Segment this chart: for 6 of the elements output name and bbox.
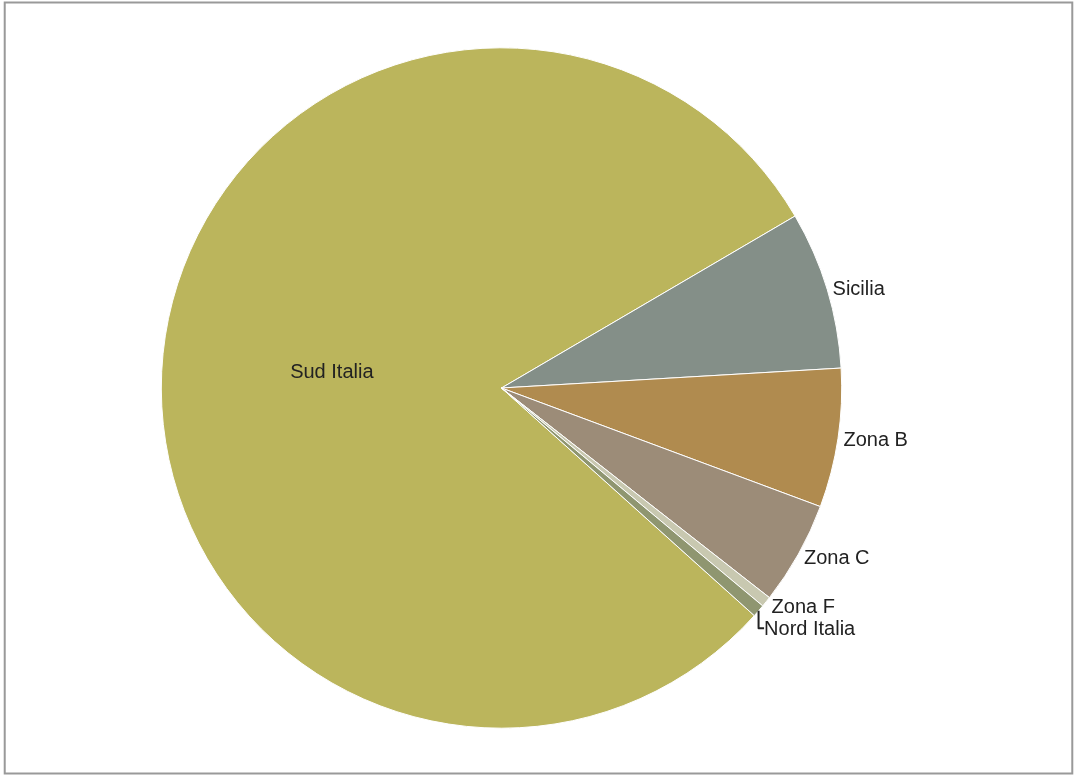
slice-label: Zona F — [771, 595, 835, 618]
slice-label: Zona B — [843, 427, 908, 450]
slice-label: Sud Italia — [290, 359, 375, 382]
slice-label: Nord Italia — [764, 617, 857, 640]
slice-label: Zona C — [803, 545, 870, 568]
slice-label: Sicilia — [832, 277, 886, 300]
